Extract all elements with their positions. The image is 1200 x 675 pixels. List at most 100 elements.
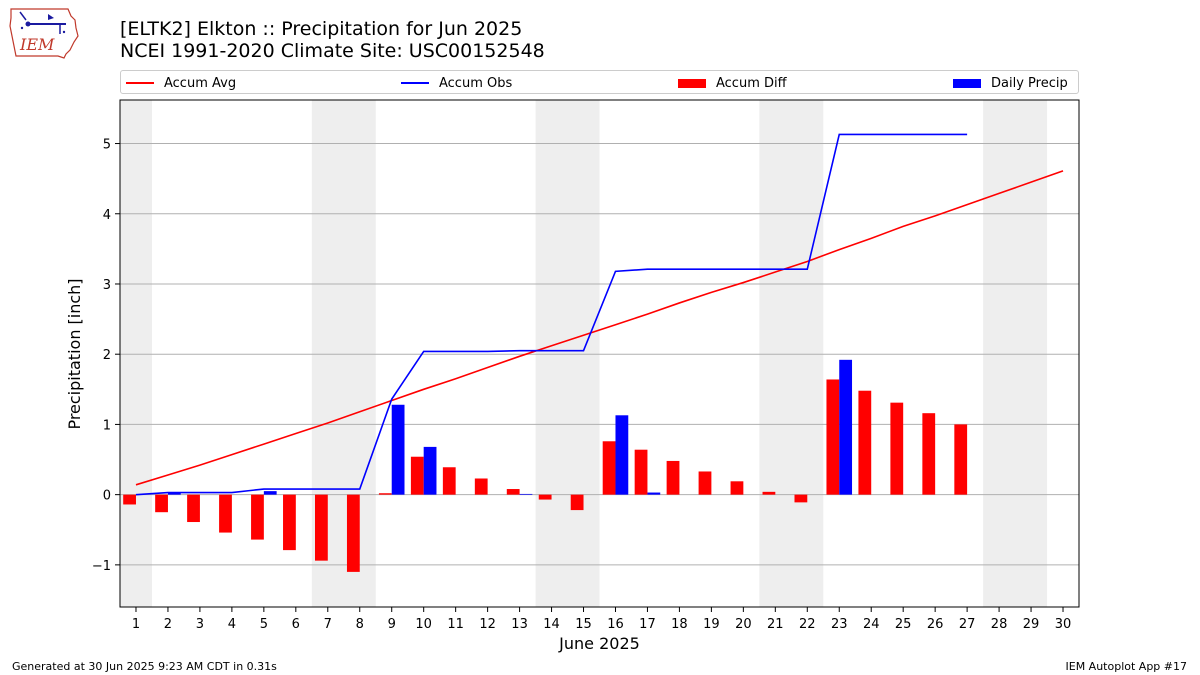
x-tick-label: 9: [388, 617, 396, 632]
accum-diff-bar: [666, 460, 680, 495]
chart-legend: Accum Avg Accum Obs Accum Diff Daily Pre…: [120, 70, 1079, 94]
legend-item-accum-diff: Accum Diff: [678, 74, 787, 92]
legend-swatch: [126, 82, 154, 84]
accum-diff-bar: [730, 481, 744, 495]
weekend-band: [120, 100, 152, 607]
x-tick-label: 22: [799, 617, 816, 632]
legend-item-daily-precip: Daily Precip: [953, 74, 1068, 92]
x-tick-label: 24: [863, 617, 880, 632]
daily-precip-bar: [423, 446, 437, 495]
footer-app: IEM Autoplot App #17: [1065, 660, 1188, 673]
x-tick-label: 7: [324, 617, 332, 632]
x-tick-label: 12: [479, 617, 496, 632]
accum-diff-bar: [123, 494, 136, 505]
x-tick-label: 20: [735, 617, 752, 632]
y-tick-label: 3: [103, 278, 111, 293]
x-tick-label: 28: [991, 617, 1008, 632]
daily-precip-bar: [263, 491, 277, 495]
accum-diff-bar: [219, 494, 232, 533]
x-tick-label: 3: [196, 617, 204, 632]
iem-logo: IEM: [9, 8, 79, 59]
daily-precip-bar: [615, 415, 629, 495]
accum-diff-bar: [538, 494, 552, 500]
accum-diff-bar: [155, 494, 168, 513]
legend-swatch: [678, 78, 706, 88]
y-axis: −1 0 1 2 3 4 5: [92, 138, 120, 574]
y-tick-label: 2: [103, 348, 111, 363]
footer-generated: Generated at 30 Jun 2025 9:23 AM CDT in …: [12, 660, 277, 673]
accum-diff-bar: [283, 494, 296, 551]
accum-diff-bar: [570, 494, 584, 511]
daily-precip-bar: [647, 492, 661, 495]
chart-subtitle: NCEI 1991-2020 Climate Site: USC00152548: [120, 40, 545, 62]
logo-text: IEM: [19, 35, 55, 54]
accum-diff-bar: [251, 494, 264, 540]
x-tick-label: 11: [447, 617, 464, 632]
y-tick-label: −1: [92, 559, 111, 574]
x-tick-label: 18: [671, 617, 688, 632]
legend-label: Daily Precip: [991, 75, 1068, 91]
accum-obs-line: [135, 133, 968, 496]
accum-diff-bar: [762, 491, 776, 495]
legend-label: Accum Obs: [439, 75, 513, 91]
x-tick-label: 4: [228, 617, 236, 632]
legend-swatch: [401, 82, 429, 84]
accum-diff-bar: [314, 494, 328, 561]
x-tick-label: 16: [607, 617, 624, 632]
accum-diff-bar: [794, 494, 808, 503]
accum-diff-bar: [858, 390, 872, 495]
y-tick-label: 5: [103, 138, 111, 153]
x-tick-label: 27: [959, 617, 976, 632]
legend-item-accum-obs: Accum Obs: [401, 74, 512, 92]
x-tick-label: 10: [415, 617, 432, 632]
x-axis: 1 2 3 4 5 6 7 8 9 10 11 12 13 14 15 16 17 18 19 20 21 22 23 24 2…: [132, 607, 1071, 632]
x-tick-label: 29: [1023, 617, 1040, 632]
x-tick-label: 6: [292, 617, 300, 632]
daily-precip-bar: [839, 359, 853, 495]
accum-diff-bar: [826, 379, 840, 495]
legend-swatch: [953, 78, 981, 88]
y-gridlines: [120, 143, 1079, 566]
x-axis-label: June 2025: [558, 634, 640, 653]
x-tick-label: 19: [703, 617, 720, 632]
chart-title: [ELTK2] Elkton :: Precipitation for Jun …: [120, 18, 523, 40]
x-tick-label: 30: [1055, 617, 1072, 632]
y-tick-label: 4: [103, 208, 111, 223]
x-tick-label: 14: [543, 617, 560, 632]
legend-item-accum-avg: Accum Avg: [126, 74, 236, 92]
daily-precip-bar: [167, 492, 181, 495]
accum-diff-bar: [698, 471, 712, 495]
accum-diff-bar: [346, 494, 360, 572]
y-axis-label: Precipitation [inch]: [65, 278, 84, 429]
plot-frame: [119, 99, 1080, 608]
legend-label: Accum Avg: [164, 75, 237, 91]
x-tick-label: 1: [132, 617, 140, 632]
accum-diff-bar: [474, 478, 488, 495]
y-tick-label: 1: [103, 418, 111, 433]
x-tick-label: 23: [831, 617, 848, 632]
accum-diff-bar: [187, 494, 200, 523]
line-layer: [135, 133, 1064, 496]
x-tick-label: 2: [164, 617, 172, 632]
x-tick-label: 26: [927, 617, 944, 632]
accum-diff-bar: [634, 449, 648, 495]
y-tick-label: 0: [103, 489, 111, 504]
x-tick-label: 15: [575, 617, 592, 632]
weekend-shading: [120, 100, 1048, 607]
accum-diff-bar: [410, 456, 424, 495]
x-tick-label: 5: [260, 617, 268, 632]
weekend-band: [983, 100, 1048, 607]
x-tick-label: 25: [895, 617, 912, 632]
daily-precip-bar: [519, 493, 533, 495]
accum-diff-bar: [378, 493, 392, 495]
accum-diff-bar: [442, 467, 456, 495]
accum-diff-bar: [506, 489, 520, 495]
weekend-band: [759, 100, 824, 607]
accum-diff-bar: [954, 424, 968, 495]
weekend-band: [535, 100, 600, 607]
x-tick-label: 8: [356, 617, 364, 632]
accum-diff-bar: [602, 441, 616, 495]
accum-avg-line: [135, 170, 1064, 486]
x-tick-label: 21: [767, 617, 784, 632]
